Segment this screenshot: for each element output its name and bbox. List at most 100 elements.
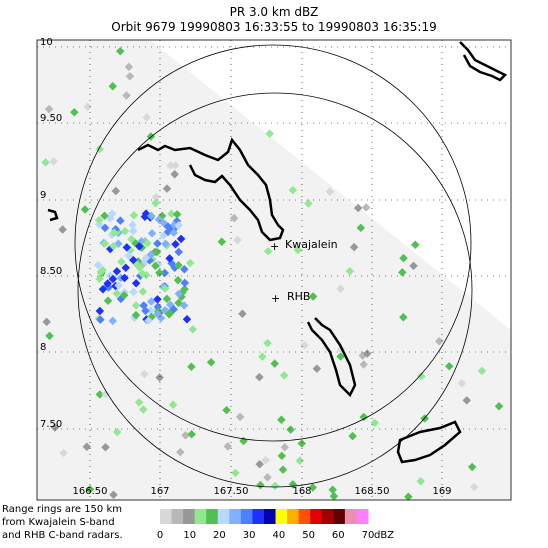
rain-pixel	[411, 240, 420, 249]
rain-pixel	[304, 199, 313, 208]
station-markers: + +	[270, 240, 280, 305]
rain-pixel	[231, 468, 240, 478]
x-label: 166.50	[73, 486, 108, 497]
rain-pixel	[265, 129, 274, 138]
rain-pixel	[82, 442, 92, 451]
rain-pixel	[42, 317, 51, 327]
rain-pixel	[115, 46, 125, 56]
x-label: 169	[432, 486, 451, 497]
x-label: 167.50	[214, 486, 249, 497]
rain-pixel	[151, 261, 160, 271]
rain-pixel	[349, 242, 359, 252]
rain-pixel	[103, 279, 112, 288]
x-label: 168	[292, 486, 311, 497]
x-label: 167	[150, 486, 169, 497]
pixels	[41, 46, 504, 500]
map-frame	[36, 39, 512, 501]
rain-pixel	[328, 485, 337, 494]
rain-pixel	[180, 265, 189, 274]
colorbar-swatch	[310, 509, 323, 524]
swath	[37, 40, 511, 500]
rain-pixel	[308, 483, 318, 492]
rain-pixel	[144, 316, 153, 325]
rain-pixel	[353, 203, 363, 213]
rain-pixel	[111, 186, 121, 196]
y-label: 9.50	[40, 113, 62, 124]
rain-pixel	[95, 306, 105, 316]
rain-pixel	[280, 443, 290, 452]
rain-pixel	[153, 309, 162, 319]
colorbar-swatch	[252, 509, 265, 524]
rain-pixel	[261, 456, 270, 465]
rain-pixel	[109, 241, 118, 251]
rain-pixel	[173, 276, 183, 285]
y-label: 8	[40, 342, 46, 353]
rain-pixel	[170, 161, 180, 170]
rain-pixel	[131, 301, 141, 310]
rain-pixel	[329, 491, 339, 500]
rain-pixel	[180, 278, 190, 288]
rain-pixel	[356, 223, 366, 233]
rain-pixel	[370, 418, 380, 428]
colorbar-label: 0	[157, 530, 163, 541]
rain-pixel	[147, 297, 156, 306]
rain-pixel	[112, 427, 122, 437]
rain-pixel	[467, 462, 477, 472]
title: PR 3.0 km dBZ	[230, 5, 319, 19]
station-label: RHB	[287, 290, 310, 303]
rain-pixel	[131, 278, 141, 288]
rain-pixel	[49, 157, 58, 166]
rain-pixel	[233, 235, 242, 245]
rain-pixel	[143, 238, 152, 248]
colorbar-label: 60	[332, 530, 345, 541]
y-label: 10	[40, 37, 53, 48]
rain-pixel	[417, 372, 426, 381]
rain-pixel	[101, 389, 110, 399]
rain-pixel	[399, 313, 408, 322]
rain-pixel	[153, 239, 162, 248]
rain-pixel	[100, 211, 109, 220]
rain-pixel	[409, 261, 418, 271]
rain-pixel	[44, 104, 54, 114]
colorbar-swatch	[217, 509, 230, 524]
rain-pixel	[127, 235, 136, 244]
range-ring	[77, 92, 473, 488]
rain-pixel	[160, 284, 170, 293]
rain-pixel	[359, 412, 368, 422]
rain-pixel	[172, 210, 182, 219]
colorbar-unit: dBZ	[374, 530, 394, 541]
colorbar-swatch	[206, 509, 219, 524]
rain-pixel	[139, 405, 148, 414]
colorbar-swatch	[356, 509, 369, 524]
y-label: 9	[40, 190, 46, 201]
rain-pixel	[140, 369, 149, 379]
colorbar-swatch	[160, 509, 173, 524]
rain-pixel	[151, 198, 160, 208]
rain-pixel	[101, 442, 110, 452]
rain-pixel	[100, 223, 110, 233]
rain-pixel	[128, 226, 138, 236]
colorbar-swatch	[229, 509, 242, 524]
rain-pixel	[325, 187, 335, 196]
rain-pixel	[96, 267, 106, 277]
rain-pixel	[170, 170, 179, 179]
rain-pixel	[96, 315, 105, 324]
rain-pixel	[154, 215, 164, 224]
rain-pixel	[171, 240, 180, 249]
rain-pixel	[188, 325, 198, 334]
rain-pixel	[179, 301, 189, 310]
rain-pixel	[132, 260, 142, 269]
rain-pixel	[169, 220, 179, 230]
rain-pixel	[222, 405, 231, 415]
footnote-line: and RHB C-band radars.	[2, 530, 123, 541]
rain-pixel	[263, 246, 273, 256]
footnote-line: Range rings are 150 km	[2, 504, 122, 515]
colorbar-label: 20	[213, 530, 226, 541]
colorbar-swatch	[275, 509, 288, 524]
subtitle: Orbit 9679 19990803 16:33:55 to 19990803…	[111, 20, 436, 34]
rain-pixel	[108, 82, 117, 91]
rain-pixel	[235, 412, 245, 422]
colorbar-label: 50	[302, 530, 315, 541]
rain-pixel	[85, 485, 95, 494]
rain-pixel	[277, 451, 287, 461]
